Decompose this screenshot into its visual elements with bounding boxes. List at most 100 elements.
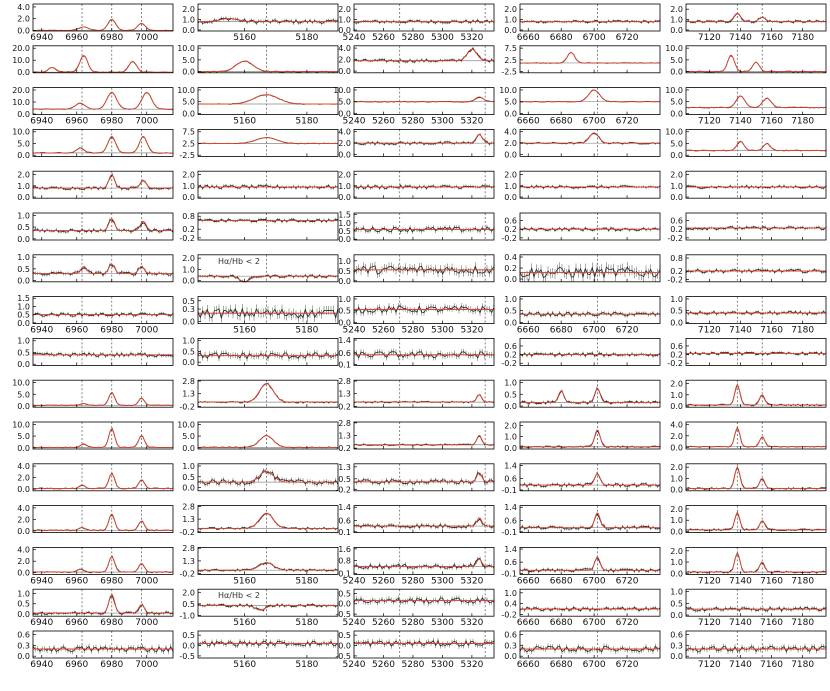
y-tick-label: 0.0 <box>504 652 517 661</box>
y-tick-label: -0.2 <box>335 444 351 453</box>
x-tick-label: 6680 <box>550 33 573 43</box>
y-tick-label: 10.0 <box>12 56 30 65</box>
panel-r8-c5: 1.0 0.5 0.0 7120 7140 7160 7180 <box>670 295 827 336</box>
panel-r11-c4: 2.0 1.0 0.0 <box>504 421 661 453</box>
annotation-note: Hα/Hb < 2 <box>218 257 260 266</box>
data-series <box>32 427 174 449</box>
panel-frame <box>685 212 827 241</box>
fit-curve <box>198 604 338 611</box>
y-tick-label: 0.2 <box>504 264 517 273</box>
fit-curve <box>520 473 660 486</box>
y-tick-label: 2.0 <box>17 15 30 24</box>
panel-r7-c3: 1.00.50.0 <box>338 254 495 286</box>
data-series <box>353 265 495 276</box>
y-tick-label: 0.0 <box>17 235 30 244</box>
panel-r12-c4: 1.4 0.6 -0.1 <box>501 461 661 495</box>
data-series <box>197 274 339 283</box>
y-tick-label: 0.5 <box>670 599 683 608</box>
panel-r2-c3: 4.0 2.0 0.0 <box>338 44 495 76</box>
y-tick-label: 2.0 <box>670 505 683 514</box>
data-series <box>519 472 661 488</box>
fit-curve <box>198 562 338 571</box>
panel-frame <box>685 296 827 325</box>
fit-curve <box>198 435 338 448</box>
y-tick-label: 1.0 <box>670 558 683 567</box>
data-series <box>197 137 339 145</box>
x-tick-label: 5160 <box>233 660 256 670</box>
y-tick-label: 1.0 <box>17 211 30 220</box>
x-tick-label: 5260 <box>372 33 395 43</box>
y-tick-label: 1.0 <box>182 182 195 191</box>
panel-r10-c3: 2.8 1.3 -0.2 <box>335 377 495 411</box>
data-series <box>519 52 661 64</box>
error-bars <box>519 89 661 103</box>
panel-frame <box>685 170 827 199</box>
y-tick-label: 0.5 <box>17 600 30 609</box>
y-tick-label: 2.0 <box>670 463 683 472</box>
panel-frame <box>685 505 827 534</box>
x-tick-label: 6940 <box>30 660 53 670</box>
x-tick-label: 7160 <box>760 117 783 127</box>
panel-r1-c5: 2.0 1.00.0 7120 7140 7160 7180 <box>670 3 827 43</box>
panel-r5-c4: 2.0 1.0 0.0 <box>504 171 661 202</box>
panel-frame <box>32 547 174 575</box>
panel-r12-c1: 4.0 2.0 0.0 <box>17 462 174 494</box>
y-tick-label: 0.6 <box>338 516 351 525</box>
x-tick-label: 6720 <box>616 326 639 336</box>
x-tick-label: 6680 <box>550 326 573 336</box>
y-tick-label: 0.3 <box>670 641 683 650</box>
data-series <box>197 94 339 105</box>
data-series <box>32 555 174 574</box>
data-series <box>685 12 827 24</box>
panel-frame <box>32 128 174 157</box>
y-tick-label: 2.0 <box>338 139 351 148</box>
y-tick-label: 0.0 <box>338 642 351 651</box>
y-tick-label: 1.0 <box>338 219 351 228</box>
error-bars <box>353 556 495 571</box>
panel-r12-c3: 1.3 0.5-0.2 <box>335 463 495 494</box>
error-bars <box>32 514 174 532</box>
panel-r7-c4: 0.4 0.2 0.0 <box>504 253 661 284</box>
x-tick-label: 6680 <box>550 576 573 586</box>
panel-frame <box>197 421 339 450</box>
y-tick-label: 1.0 <box>504 16 517 25</box>
y-tick-label: 0.2 <box>182 225 195 234</box>
error-bars <box>685 466 827 491</box>
y-tick-label: 0.5 <box>17 265 30 274</box>
x-tick-label: 6960 <box>65 117 88 127</box>
data-series <box>685 54 827 73</box>
y-tick-label: 0.0 <box>504 402 517 411</box>
x-tick-label: 7120 <box>698 117 721 127</box>
y-tick-label: 0.3 <box>17 641 30 650</box>
y-tick-label: -0.2 <box>179 570 195 579</box>
y-tick-label: 0.2 <box>670 267 683 276</box>
y-tick-label: 0.5 <box>182 347 195 356</box>
y-tick-label: 0.0 <box>17 569 30 578</box>
panel-frame <box>32 170 174 199</box>
x-tick-label: 5300 <box>431 576 454 586</box>
fit-curve <box>33 136 173 154</box>
x-tick-label: 5280 <box>401 576 424 586</box>
y-tick-label: -0.2 <box>667 359 683 368</box>
data-series <box>32 91 173 110</box>
x-tick-label: 5280 <box>401 660 424 670</box>
panel-frame <box>32 212 174 241</box>
y-tick-label: 0.0 <box>17 527 30 536</box>
y-tick-label: 0.5 <box>17 348 30 357</box>
y-tick-label: 2.0 <box>182 254 195 263</box>
x-tick-label: 6720 <box>616 117 639 127</box>
panel-frame <box>685 421 827 450</box>
y-tick-label: 2.0 <box>670 171 683 180</box>
fit-curve <box>354 96 494 103</box>
y-tick-label: 2.0 <box>338 56 351 65</box>
y-tick-label: 1.0 <box>182 462 195 471</box>
panel-r9-c4: 0.60.2-0.2 <box>501 337 661 368</box>
x-tick-label: 6940 <box>30 576 53 586</box>
y-tick-label: 0.6 <box>504 475 517 484</box>
